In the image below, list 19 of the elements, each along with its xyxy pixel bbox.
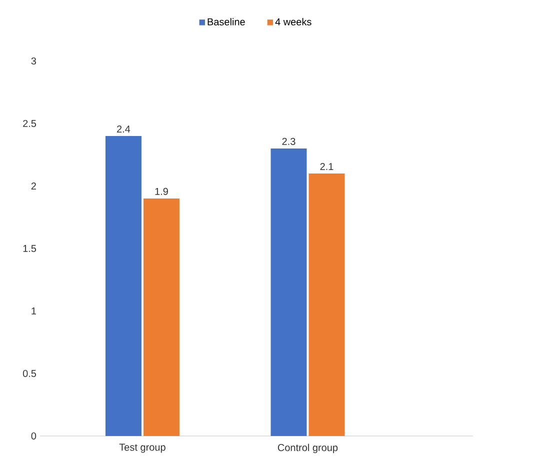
x-tick-label: Control group: [278, 444, 338, 454]
y-tick-label: 0.5: [22, 370, 36, 378]
legend-label: Baseline: [208, 18, 245, 26]
y-tick-label: 2: [31, 182, 36, 190]
legend-label: 4 weeks: [275, 18, 312, 26]
y-tick-label: 3: [31, 57, 36, 65]
y-tick-label: 1.5: [23, 244, 36, 252]
y-tick-label: 2.5: [23, 120, 36, 128]
data-label: 1.9: [155, 188, 168, 195]
data-label: 2.3: [282, 138, 296, 145]
bar: [143, 198, 180, 436]
data-label: 2.4: [117, 125, 130, 132]
y-tick-label: 0: [31, 432, 36, 440]
x-tick-label: Test group: [119, 444, 166, 453]
bar: [270, 148, 307, 436]
y-tick-label: 1: [32, 308, 36, 314]
bar: [308, 173, 345, 436]
data-label: 2.1: [320, 162, 334, 170]
bar: [105, 136, 142, 436]
